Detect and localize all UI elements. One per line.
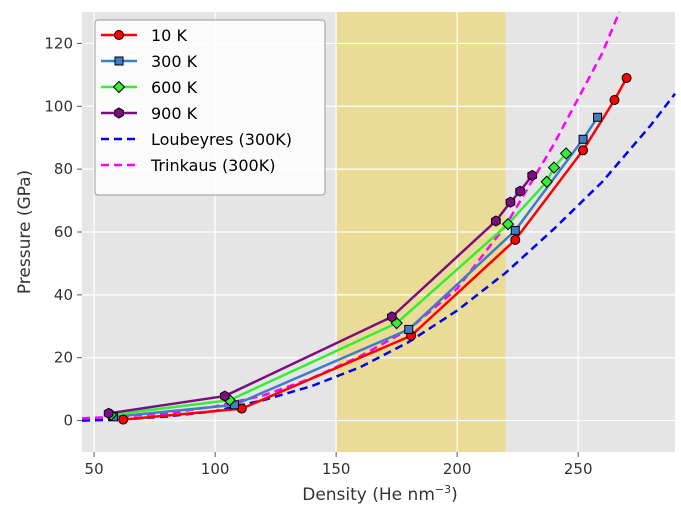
x-tick-label: 150: [322, 460, 351, 478]
y-tick-label: 0: [63, 412, 73, 430]
legend-label-300-k: 300 K: [151, 52, 198, 71]
y-tick-label: 60: [54, 223, 73, 241]
data-point-600-k: [559, 147, 573, 160]
y-tick-label: 120: [44, 34, 73, 52]
data-point-300-k: [404, 324, 414, 334]
x-axis-title: Density (He nm−3): [302, 483, 458, 505]
data-point-10-k: [510, 234, 521, 245]
legend-marker-10-k: [114, 30, 124, 40]
series-markers: [103, 73, 632, 425]
data-point-900-k: [505, 196, 516, 208]
data-point-600-k: [501, 217, 515, 231]
x-axis-title-main: Density (He nm: [302, 485, 435, 505]
legend-label-loubeyres-300k: Loubeyres (300K): [151, 130, 292, 149]
x-axis-title-sup: −3: [435, 483, 451, 496]
data-point-300-k: [593, 112, 603, 122]
data-point-900-k: [527, 169, 538, 182]
legend: 10 K 300 K 600 K 900 K Loubeyres (300K) Trink…: [94, 19, 326, 196]
data-point-900-k: [219, 390, 230, 402]
data-point-300-k: [510, 225, 520, 235]
data-point-900-k: [386, 311, 397, 323]
y-axis-title: Pressure (GPa): [15, 170, 35, 294]
data-point-600-k: [540, 175, 553, 188]
data-point-900-k: [491, 215, 501, 227]
data-point-10-k: [118, 414, 129, 425]
legend-marker-300-k: [114, 56, 124, 66]
x-axis-title-suffix: ): [451, 485, 458, 505]
legend-label-10-k: 10 K: [151, 26, 187, 45]
x-tick-label: 100: [201, 460, 230, 478]
y-tick-label: 80: [54, 160, 73, 178]
data-point-10-k: [609, 95, 620, 105]
x-tick-label: 200: [443, 460, 472, 478]
data-point-300-k: [578, 134, 588, 144]
y-tick-label: 100: [44, 97, 73, 115]
legend-label-900-k: 900 K: [151, 104, 198, 123]
data-point-600-k: [547, 161, 561, 174]
legend-label-trinkaus-300k: Trinkaus (300K): [150, 156, 275, 175]
legend-label-600-k: 600 K: [151, 78, 198, 97]
legend-frame: [94, 19, 326, 196]
x-tick-label: 50: [85, 460, 104, 478]
legend-marker-600-k: [112, 80, 126, 94]
legend-marker-900-k: [114, 107, 124, 119]
data-point-900-k: [103, 407, 114, 419]
y-axis-ticks: 0 20 40 60 80 100 120: [44, 34, 82, 430]
data-point-10-k: [578, 145, 589, 156]
y-tick-label: 20: [54, 349, 73, 367]
series-line-trinkaus-300k: [81, 11, 621, 420]
data-point-10-k: [621, 73, 632, 83]
x-tick-label: 250: [564, 460, 593, 478]
x-axis-ticks: 50 100 150 200 250: [85, 452, 593, 478]
data-point-900-k: [515, 185, 525, 197]
y-tick-label: 40: [54, 286, 73, 304]
